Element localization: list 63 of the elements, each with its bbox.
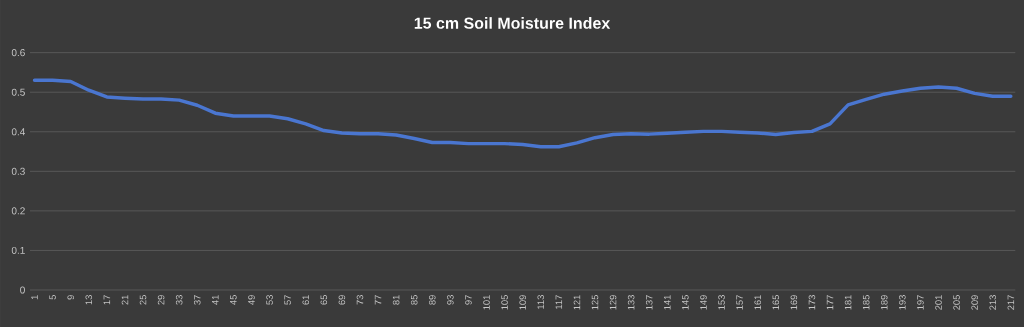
- x-tick-label: 69: [338, 295, 346, 305]
- x-tick-label: 13: [85, 295, 93, 305]
- x-tick-label: 157: [736, 295, 743, 310]
- x-tick-label: 201: [935, 295, 942, 310]
- x-tick-label: 185: [862, 295, 870, 310]
- x-tick-label: 1: [31, 295, 38, 300]
- x-tick-label: 169: [790, 295, 798, 310]
- x-tick-label: 37: [193, 295, 201, 305]
- x-tick-label: 45: [230, 295, 237, 305]
- x-tick-label: 117: [555, 295, 563, 309]
- x-tick-label: 77: [374, 295, 382, 305]
- x-tick-label: 209: [971, 295, 978, 310]
- x-tick-label: 5: [49, 295, 56, 300]
- x-tick-label: 121: [573, 295, 581, 310]
- x-tick-label: 61: [302, 295, 310, 305]
- chart-title: 15 cm Soil Moisture Index: [414, 17, 611, 29]
- x-tick-label: 141: [664, 295, 671, 310]
- x-tick-label: 149: [700, 295, 707, 310]
- x-tick-label: 29: [157, 295, 165, 305]
- x-tick-label: 25: [139, 295, 147, 305]
- x-tick-label: 41: [212, 295, 219, 305]
- x-tick-label: 85: [410, 295, 418, 305]
- y-tick-label: 0.4: [11, 128, 26, 136]
- x-tick-label: 97: [465, 295, 472, 305]
- y-tick-label: 0.1: [11, 246, 25, 254]
- y-tick-label: 0.2: [11, 207, 25, 215]
- x-tick-label: 73: [356, 295, 364, 305]
- x-tick-label: 113: [537, 295, 545, 309]
- x-tick-label: 89: [428, 295, 436, 305]
- y-tick-label: 0.5: [11, 88, 25, 96]
- x-tick-label: 21: [121, 295, 129, 305]
- x-tick-label: 57: [284, 295, 291, 305]
- x-tick-label: 197: [917, 295, 924, 310]
- x-tick-label: 181: [844, 295, 852, 310]
- x-tick-label: 125: [591, 295, 599, 310]
- x-tick-label: 109: [519, 295, 526, 310]
- x-tick-label: 205: [953, 295, 960, 310]
- x-tick-label: 65: [320, 295, 328, 305]
- x-tick-label: 9: [67, 295, 74, 300]
- x-tick-label: 177: [826, 295, 834, 310]
- x-tick-label: 189: [880, 295, 888, 310]
- x-tick-label: 93: [447, 295, 454, 305]
- x-tick-label: 145: [682, 295, 689, 310]
- x-tick-label: 165: [772, 295, 780, 310]
- x-tick-label: 153: [718, 295, 725, 310]
- y-tick-label: 0.3: [11, 167, 25, 175]
- x-tick-label: 173: [808, 295, 816, 310]
- y-tick-label: 0: [20, 286, 25, 294]
- x-tick-label: 17: [103, 295, 111, 305]
- x-tick-label: 53: [266, 295, 273, 305]
- x-tick-label: 137: [645, 295, 653, 310]
- x-tick-label: 81: [392, 295, 400, 305]
- x-tick-label: 105: [501, 295, 508, 310]
- x-tick-label: 213: [989, 295, 997, 310]
- x-tick-label: 133: [627, 295, 635, 310]
- x-tick-label: 49: [248, 295, 255, 305]
- x-tick-label: 217: [1007, 295, 1015, 310]
- x-tick-label: 193: [899, 295, 906, 310]
- x-tick-label: 129: [609, 295, 617, 310]
- x-tick-label: 161: [754, 295, 761, 310]
- x-tick-label: 101: [483, 295, 490, 310]
- x-tick-label: 33: [175, 295, 183, 305]
- y-tick-label: 0.6: [11, 49, 25, 57]
